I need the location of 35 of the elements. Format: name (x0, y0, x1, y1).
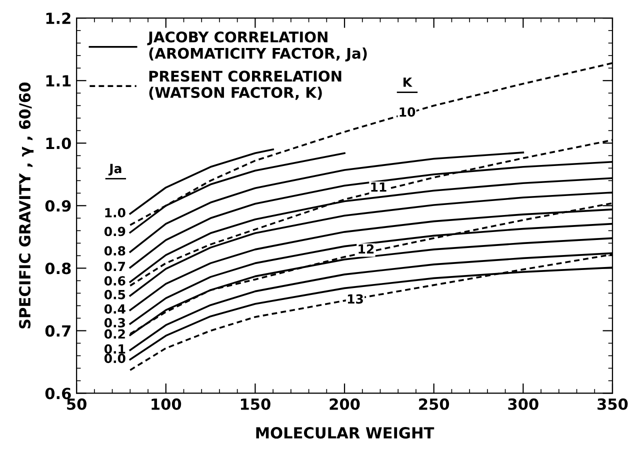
annotation: 0.6 (104, 276, 126, 286)
x-tick-label: 300 (508, 398, 538, 410)
y-tick-label: 1.0 (46, 138, 71, 150)
x-tick-label: 200 (330, 398, 360, 410)
x-tick-label: 250 (419, 398, 450, 410)
annotation: 12 (358, 244, 374, 254)
annotation: 0.5 (104, 290, 126, 300)
x-tick-label: 350 (598, 398, 628, 410)
x-tick-label: 100 (152, 398, 182, 410)
y-tick-label: 1.1 (46, 75, 71, 86)
y-tick-label: 0.6 (45, 388, 71, 400)
annotation: 0.7 (104, 262, 125, 272)
legend-label: JACOBY CORRELATION (AROMATICITY FACTOR, Ja) (147, 31, 367, 62)
legend-label: PRESENT CORRELATION (WATSON FACTOR, K) (149, 70, 342, 100)
y-tick-label: 0.9 (45, 200, 71, 212)
annotation: 1.0 (105, 208, 126, 218)
x-axis-title: MOLECULAR WEIGHT (256, 427, 434, 439)
annotation: 0.2 (104, 329, 125, 339)
annotation: 13 (348, 294, 363, 304)
x-tick-label: 50 (67, 398, 86, 410)
annotation: 0.0 (104, 354, 126, 364)
y-axis-title: SPECIFIC GRAVITY , γ , 60/60 (19, 82, 34, 328)
y-tick-label: 1.2 (46, 12, 70, 24)
annotation: 0.9 (104, 226, 126, 236)
annotation: 0.8 (104, 246, 126, 256)
annotation: K (404, 78, 412, 87)
x-tick-label: 150 (240, 398, 270, 410)
annotation: 0.1 (104, 344, 126, 354)
y-tick-label: 0.7 (45, 325, 70, 337)
annotation: 0.4 (104, 304, 126, 314)
annotation: Ja (108, 164, 122, 176)
annotation: 10 (400, 107, 416, 117)
annotation: 11 (371, 182, 386, 192)
y-tick-label: 0.8 (45, 262, 71, 274)
annotation: 0.3 (104, 318, 125, 328)
